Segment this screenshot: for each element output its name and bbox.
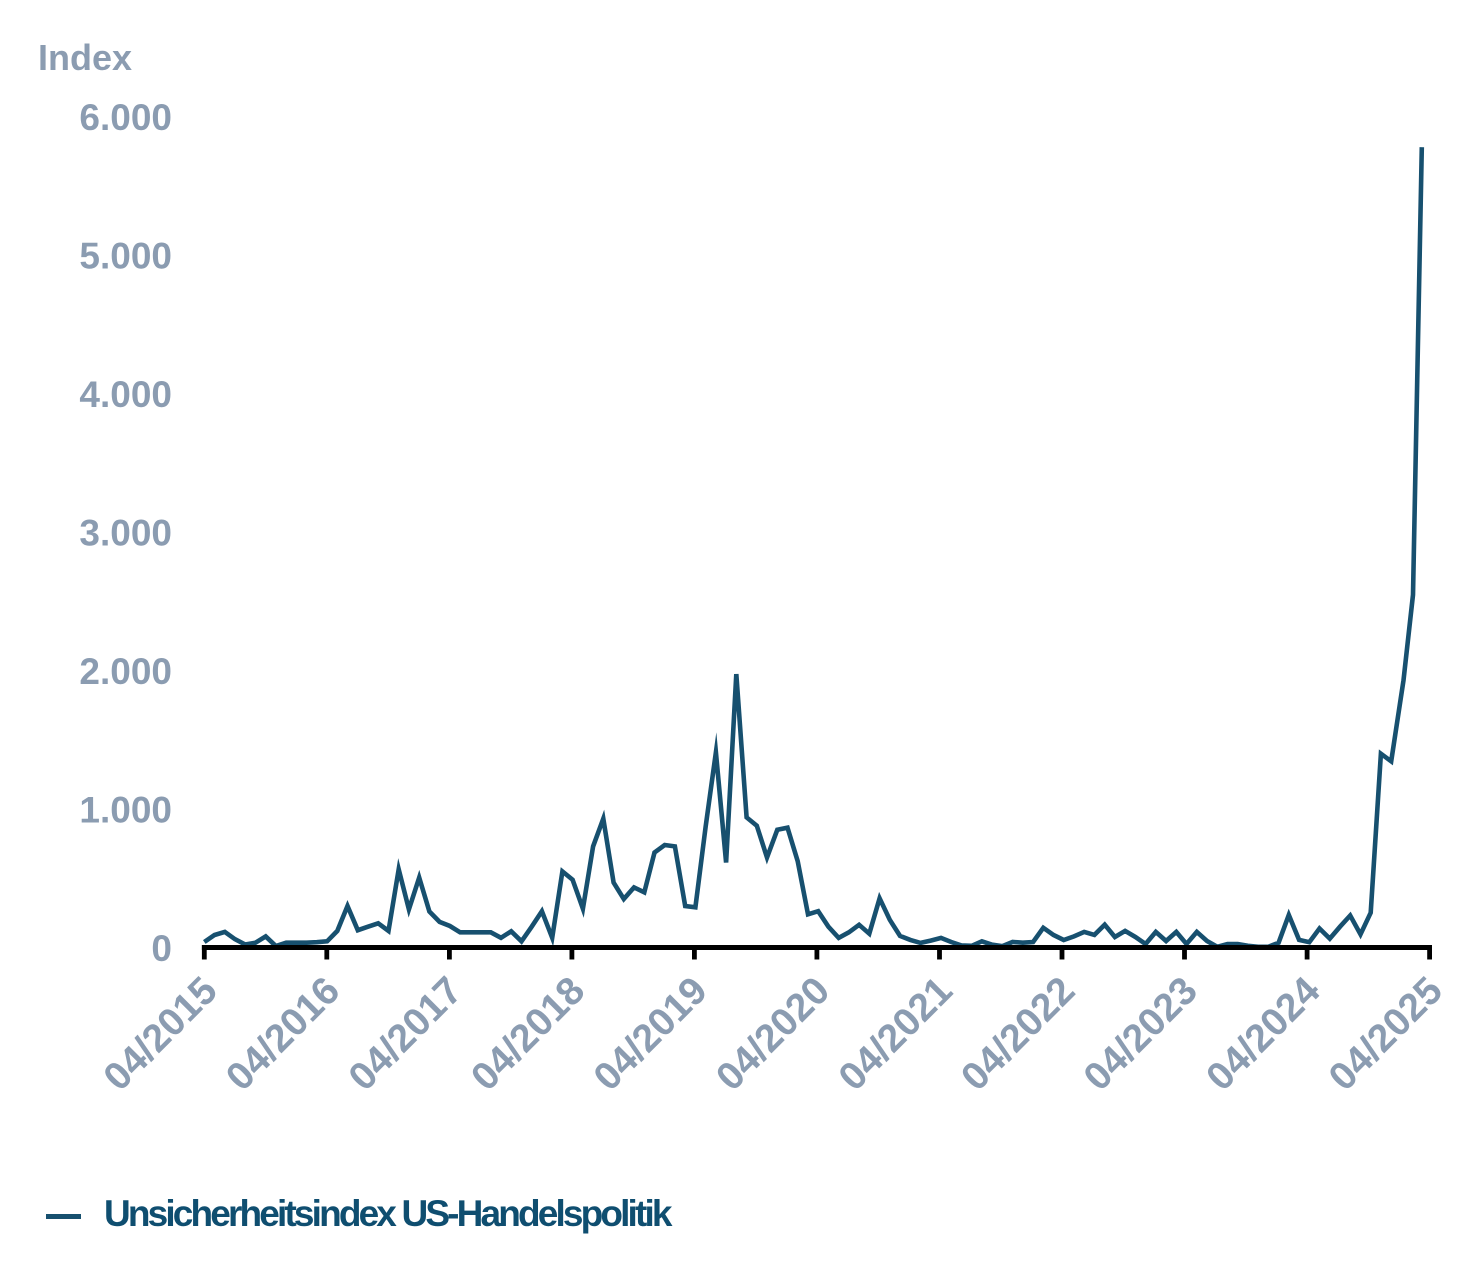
svg-text:Unsicherheitsindex US-Handelsp: Unsicherheitsindex US-Handelspolitik [104, 1193, 673, 1234]
svg-text:Index: Index [38, 37, 132, 78]
svg-text:4.000: 4.000 [79, 374, 172, 415]
svg-text:5.000: 5.000 [79, 236, 172, 277]
svg-text:0: 0 [151, 928, 172, 969]
svg-text:3.000: 3.000 [79, 513, 172, 554]
svg-text:2.000: 2.000 [79, 651, 172, 692]
svg-text:1.000: 1.000 [79, 789, 172, 830]
svg-text:6.000: 6.000 [79, 97, 172, 138]
